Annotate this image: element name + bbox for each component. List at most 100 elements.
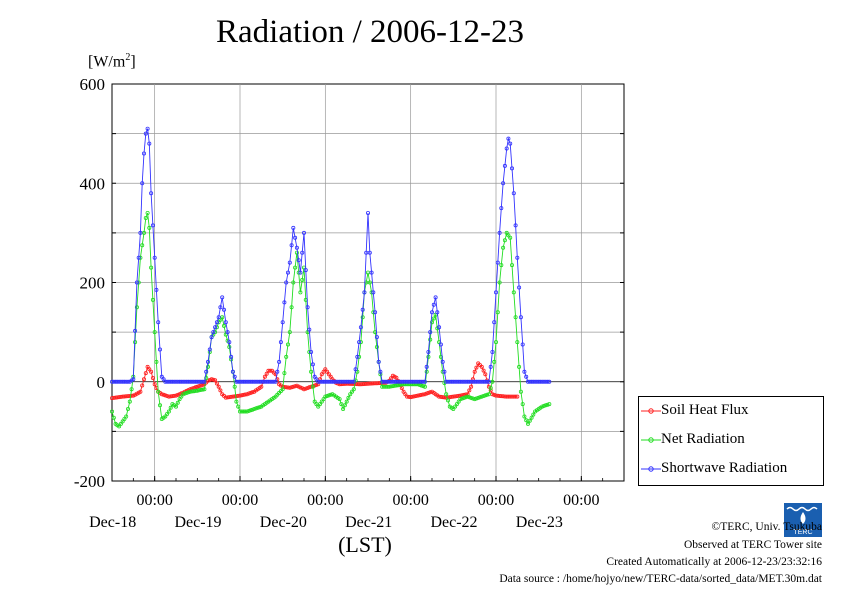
data-point-net-radiation (495, 310, 500, 315)
data-point-soil-heat-flux (126, 394, 131, 399)
data-point-net-radiation (493, 340, 498, 345)
data-point-shortwave-radiation (349, 379, 354, 384)
data-point-shortwave-radiation (296, 258, 301, 263)
data-point-net-radiation (309, 369, 314, 374)
data-point-soil-heat-flux (421, 392, 426, 397)
data-point-net-radiation (280, 387, 285, 392)
data-point-soil-heat-flux (453, 394, 458, 399)
data-point-shortwave-radiation (509, 166, 514, 171)
data-point-net-radiation (195, 388, 200, 393)
data-point-net-radiation (479, 394, 484, 399)
data-point-shortwave-radiation (147, 141, 152, 146)
data-point-net-radiation (118, 421, 123, 426)
data-point-soil-heat-flux (412, 394, 417, 399)
data-point-net-radiation (181, 392, 186, 397)
data-point-net-radiation (232, 384, 237, 389)
data-point-net-radiation (198, 387, 203, 392)
data-point-soil-heat-flux (419, 392, 424, 397)
data-point-net-radiation (129, 387, 134, 392)
data-point-soil-heat-flux (140, 383, 145, 388)
y-tick-label: 400 (80, 174, 106, 193)
data-point-soil-heat-flux (115, 395, 120, 400)
data-point-shortwave-radiation (285, 270, 290, 275)
data-point-shortwave-radiation (367, 250, 372, 255)
footer-copyright: ©TERC, Univ. Tsukuba (711, 521, 822, 533)
data-point-soil-heat-flux (214, 381, 219, 386)
data-point-shortwave-radiation (229, 354, 234, 359)
data-point-shortwave-radiation (502, 163, 507, 168)
data-point-net-radiation (143, 215, 148, 220)
data-point-shortwave-radiation (355, 354, 360, 359)
data-point-shortwave-radiation (136, 255, 141, 260)
data-point-soil-heat-flux (122, 394, 127, 399)
data-point-soil-heat-flux (499, 394, 504, 399)
data-point-soil-heat-flux (465, 392, 470, 397)
data-point-shortwave-radiation (515, 255, 520, 260)
data-point-net-radiation (476, 395, 481, 400)
data-point-soil-heat-flux (515, 394, 520, 399)
data-point-shortwave-radiation (202, 379, 207, 384)
data-point-net-radiation (182, 391, 187, 396)
data-point-net-radiation (140, 243, 145, 248)
data-point-net-radiation (255, 405, 260, 410)
legend-item-soil-heat-flux: Soil Heat Flux (639, 397, 823, 425)
data-point-shortwave-radiation (152, 255, 157, 260)
data-point-soil-heat-flux (237, 393, 242, 398)
data-point-soil-heat-flux (147, 367, 152, 372)
footer-source: Data source : /home/hojyo/new/TERC-data/… (499, 573, 822, 585)
data-point-soil-heat-flux (150, 375, 155, 380)
data-point-shortwave-radiation (305, 305, 310, 310)
data-point-net-radiation (166, 409, 171, 414)
data-point-soil-heat-flux (467, 388, 472, 393)
data-point-shortwave-radiation (289, 243, 294, 248)
data-point-net-radiation (513, 315, 518, 320)
y-tick-label: 600 (80, 75, 106, 94)
data-point-net-radiation (349, 389, 354, 394)
data-point-shortwave-radiation (189, 379, 194, 384)
data-point-shortwave-radiation (223, 320, 228, 325)
data-point-soil-heat-flux (301, 387, 306, 392)
data-point-net-radiation (348, 392, 353, 397)
data-point-net-radiation (346, 395, 351, 400)
data-point-shortwave-radiation (493, 290, 498, 295)
data-point-shortwave-radiation (143, 131, 148, 136)
data-point-shortwave-radiation (209, 335, 214, 340)
data-point-shortwave-radiation (351, 379, 356, 384)
data-point-net-radiation (460, 396, 465, 401)
data-point-net-radiation (157, 403, 162, 408)
data-point-soil-heat-flux (394, 375, 399, 380)
data-point-soil-heat-flux (319, 372, 324, 377)
data-point-net-radiation (294, 250, 299, 255)
data-point-shortwave-radiation (234, 379, 239, 384)
data-point-soil-heat-flux (172, 393, 177, 398)
data-point-soil-heat-flux (218, 388, 223, 393)
data-point-soil-heat-flux (246, 391, 251, 396)
data-point-soil-heat-flux (189, 386, 194, 391)
data-point-net-radiation (520, 402, 525, 407)
data-point-net-radiation (150, 297, 155, 302)
data-point-shortwave-radiation (173, 379, 178, 384)
data-point-net-radiation (351, 387, 356, 392)
data-point-net-radiation (374, 344, 379, 349)
data-point-net-radiation (483, 393, 488, 398)
data-point-net-radiation (163, 414, 168, 419)
data-point-shortwave-radiation (145, 126, 150, 131)
data-point-shortwave-radiation (504, 146, 509, 151)
data-point-shortwave-radiation (522, 369, 527, 374)
data-point-shortwave-radiation (273, 379, 278, 384)
data-point-shortwave-radiation (518, 315, 523, 320)
data-point-soil-heat-flux (262, 374, 267, 379)
data-point-net-radiation (202, 387, 207, 392)
data-point-shortwave-radiation (250, 379, 255, 384)
y-axis-unit: [W/m2] (88, 52, 136, 71)
svg-text:TERC: TERC (793, 529, 812, 536)
data-point-soil-heat-flux (198, 383, 203, 388)
legend-label: Net Radiation (661, 431, 745, 447)
data-point-net-radiation (421, 384, 426, 389)
data-point-net-radiation (175, 400, 180, 405)
legend-label: Soil Heat Flux (661, 402, 749, 418)
data-point-soil-heat-flux (241, 392, 246, 397)
data-point-soil-heat-flux (110, 396, 115, 401)
data-point-soil-heat-flux (159, 392, 164, 397)
data-point-net-radiation (341, 406, 346, 411)
